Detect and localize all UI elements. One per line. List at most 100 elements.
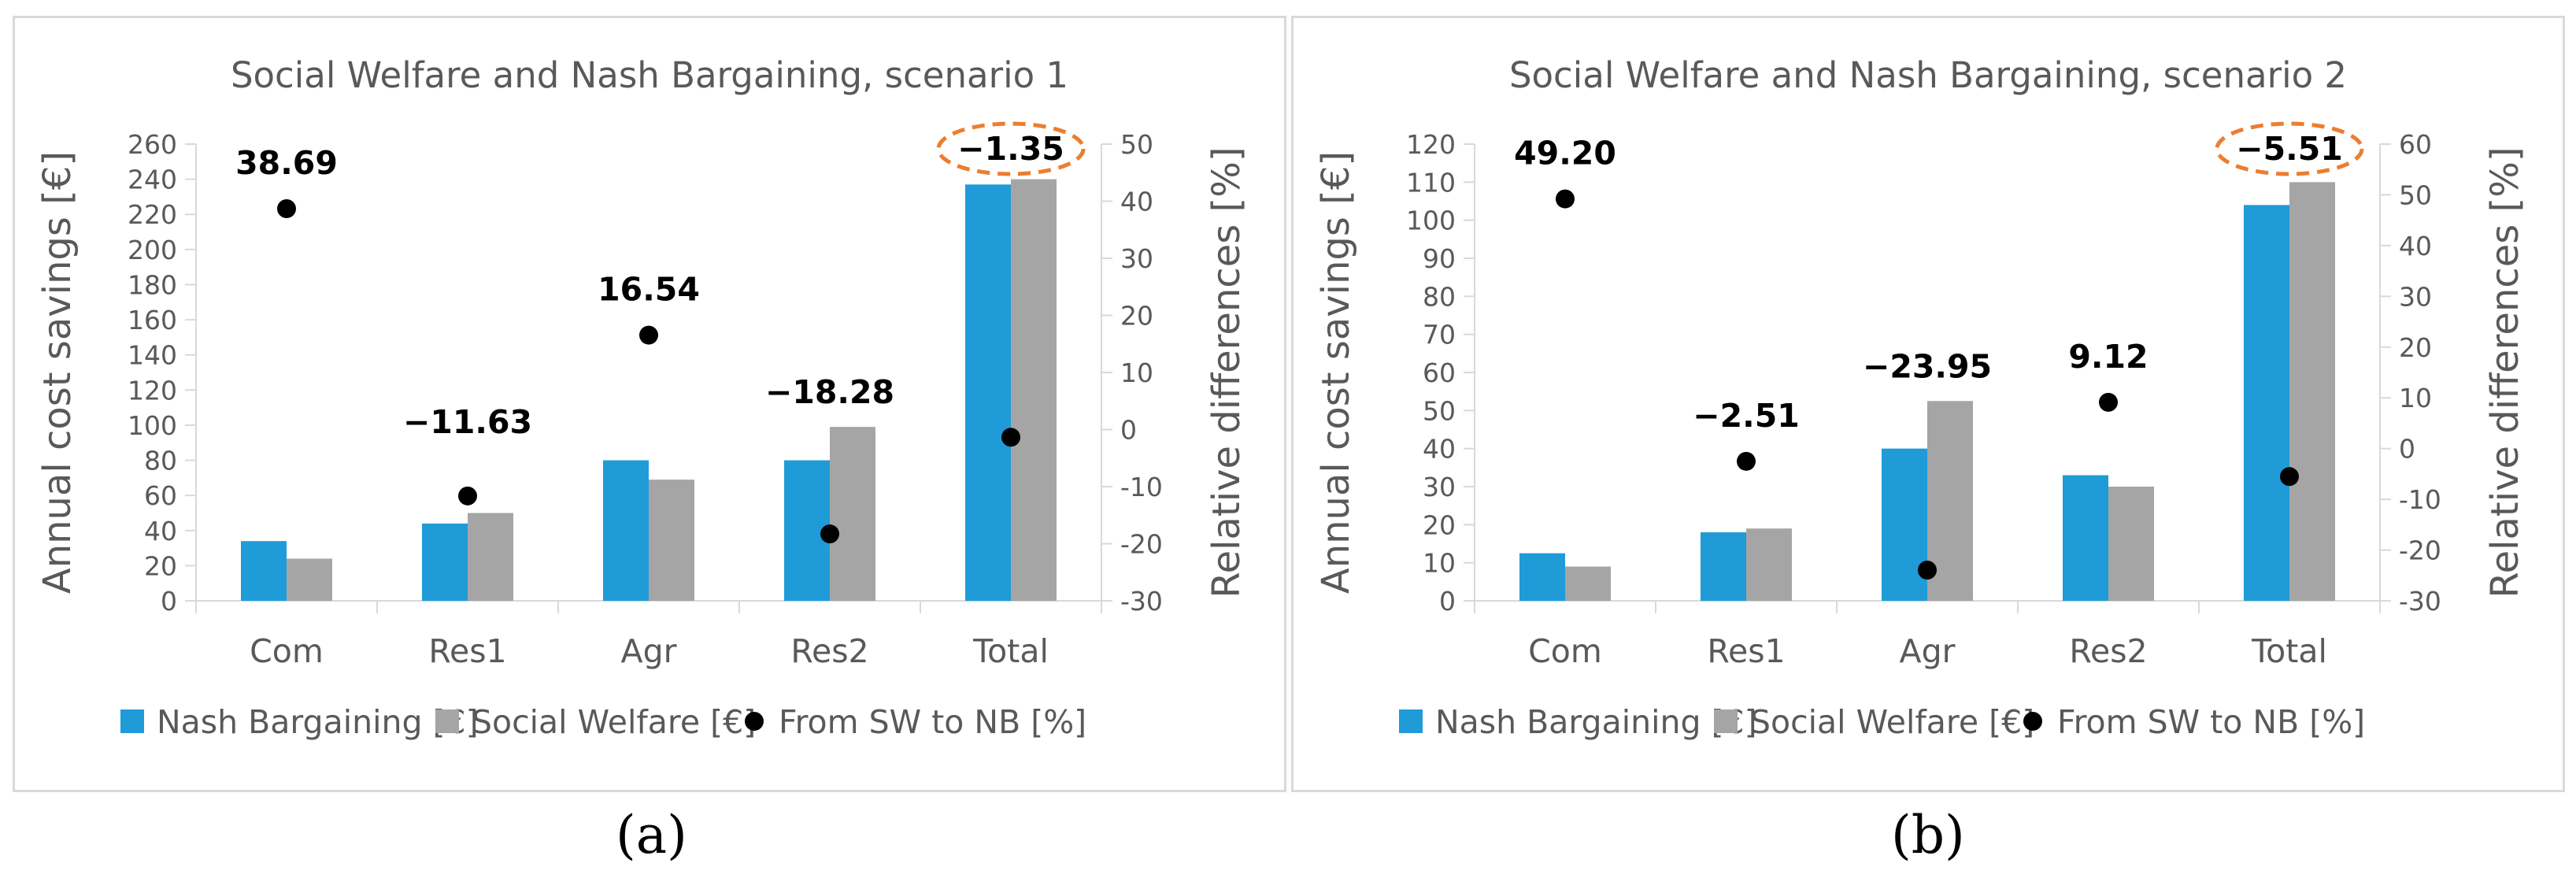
point-sw-to-nb xyxy=(458,486,477,506)
y-tick-label: 50 xyxy=(1423,395,1456,426)
chart-panel-a: Social Welfare and Nash Bargaining, scen… xyxy=(13,16,1286,792)
point-sw-to-nb xyxy=(1737,451,1756,471)
x-category-label: Total xyxy=(2251,632,2327,670)
bar-nash-bargaining xyxy=(1519,553,1565,601)
caption-b: (b) xyxy=(1891,805,1965,865)
data-label: −18.28 xyxy=(765,373,894,411)
y-tick-label: 40 xyxy=(1423,434,1456,465)
bar-nash-bargaining xyxy=(2244,205,2289,601)
bar-nash-bargaining xyxy=(422,523,468,601)
chart-panel-b: Social Welfare and Nash Bargaining, scen… xyxy=(1291,16,2565,792)
data-label: −23.95 xyxy=(1863,347,1992,385)
legend-swatch xyxy=(1399,709,1423,733)
y2-tick-label: 40 xyxy=(2399,231,2432,261)
bar-nash-bargaining xyxy=(241,541,287,601)
legend-label: From SW to NB [%] xyxy=(2057,703,2365,741)
y-axis-title: Annual cost savings [€] xyxy=(1314,151,1358,594)
y2-axis-title: Relative differences [%] xyxy=(1205,146,1249,598)
point-sw-to-nb xyxy=(820,524,839,544)
y-tick-label: 0 xyxy=(161,586,177,617)
y-tick-label: 10 xyxy=(1423,548,1456,579)
bar-social-welfare xyxy=(2108,487,2154,601)
y-tick-label: 40 xyxy=(144,516,177,546)
y-tick-label: 0 xyxy=(1439,586,1456,617)
x-category-label: Res1 xyxy=(1707,632,1785,670)
legend-label: Social Welfare [€] xyxy=(472,703,756,741)
y2-tick-label: -30 xyxy=(1120,586,1163,617)
y-tick-label: 70 xyxy=(1423,320,1456,350)
y2-tick-label: 30 xyxy=(2399,281,2432,312)
y-tick-label: 240 xyxy=(128,165,177,195)
highlight-ellipse xyxy=(936,121,1086,176)
legend-label: From SW to NB [%] xyxy=(779,703,1086,741)
y2-tick-label: 50 xyxy=(1120,129,1153,160)
y-tick-label: 120 xyxy=(128,375,177,406)
data-label: 49.20 xyxy=(1514,135,1616,172)
chart-a: Social Welfare and Nash Bargaining, scen… xyxy=(35,54,1249,741)
point-sw-to-nb xyxy=(2280,467,2299,487)
x-category-label: Res2 xyxy=(2069,632,2147,670)
x-category-label: Agr xyxy=(621,632,677,670)
point-sw-to-nb xyxy=(1001,428,1020,447)
y2-tick-label: 20 xyxy=(2399,332,2432,363)
bar-nash-bargaining xyxy=(1882,448,1927,601)
legend-swatch xyxy=(1714,709,1738,733)
x-category-label: Com xyxy=(1528,632,1602,670)
y-tick-label: 60 xyxy=(1423,357,1456,388)
data-label: −11.63 xyxy=(403,403,532,441)
x-category-label: Total xyxy=(972,632,1049,670)
legend-label: Nash Bargaining [€] xyxy=(157,703,479,741)
x-category-label: Res2 xyxy=(790,632,868,670)
data-label: 16.54 xyxy=(598,271,700,309)
legend-swatch xyxy=(120,709,144,733)
y2-tick-label: -20 xyxy=(2399,535,2441,566)
point-sw-to-nb xyxy=(1556,189,1575,209)
y2-tick-label: 0 xyxy=(2399,434,2415,465)
bar-social-welfare xyxy=(2289,182,2335,602)
x-category-label: Agr xyxy=(1900,632,1956,670)
bar-social-welfare xyxy=(1746,528,1792,601)
legend-label: Social Welfare [€] xyxy=(1750,703,2034,741)
legend-swatch xyxy=(435,709,459,733)
y2-axis-title: Relative differences [%] xyxy=(2483,146,2527,598)
chart-title: Social Welfare and Nash Bargaining, scen… xyxy=(1509,54,2347,96)
bar-nash-bargaining xyxy=(2063,475,2108,601)
bar-social-welfare xyxy=(1565,566,1611,601)
y-tick-label: 220 xyxy=(128,199,177,230)
data-label: −2.51 xyxy=(1693,397,1800,435)
y-tick-label: 90 xyxy=(1423,243,1456,274)
y-tick-label: 260 xyxy=(128,129,177,160)
point-sw-to-nb xyxy=(639,325,658,345)
y2-tick-label: 40 xyxy=(1120,187,1153,217)
y2-tick-label: -30 xyxy=(2399,586,2441,617)
caption-a: (a) xyxy=(616,805,687,865)
y-tick-label: 180 xyxy=(128,269,177,300)
data-label: 38.69 xyxy=(235,144,338,182)
y-tick-label: 110 xyxy=(1406,167,1456,198)
bar-nash-bargaining xyxy=(603,460,649,601)
y-tick-label: 20 xyxy=(144,550,177,581)
legend-label: Nash Bargaining [€] xyxy=(1435,703,1757,741)
legend-marker xyxy=(2023,712,2042,731)
y-tick-label: 140 xyxy=(128,340,177,371)
y-tick-label: 80 xyxy=(1423,281,1456,312)
data-label: −1.35 xyxy=(957,130,1064,168)
y-tick-label: 100 xyxy=(128,410,177,441)
y2-tick-label: 50 xyxy=(2399,180,2432,210)
y-tick-label: 160 xyxy=(128,305,177,335)
y-tick-label: 60 xyxy=(144,480,177,511)
bar-nash-bargaining xyxy=(1701,532,1746,601)
y2-tick-label: 10 xyxy=(1120,357,1153,388)
bar-social-welfare xyxy=(649,480,694,601)
point-sw-to-nb xyxy=(1918,561,1937,580)
chart-title: Social Welfare and Nash Bargaining, scen… xyxy=(231,54,1068,96)
legend-marker xyxy=(745,712,764,731)
point-sw-to-nb xyxy=(277,198,296,218)
chart-b: Social Welfare and Nash Bargaining, scen… xyxy=(1314,54,2527,741)
y2-tick-label: 60 xyxy=(2399,129,2432,160)
y2-tick-label: 30 xyxy=(1120,243,1153,274)
bar-social-welfare xyxy=(830,427,875,601)
x-category-label: Res1 xyxy=(428,632,506,670)
y2-tick-label: -20 xyxy=(1120,529,1163,560)
y2-tick-label: 10 xyxy=(2399,383,2432,413)
